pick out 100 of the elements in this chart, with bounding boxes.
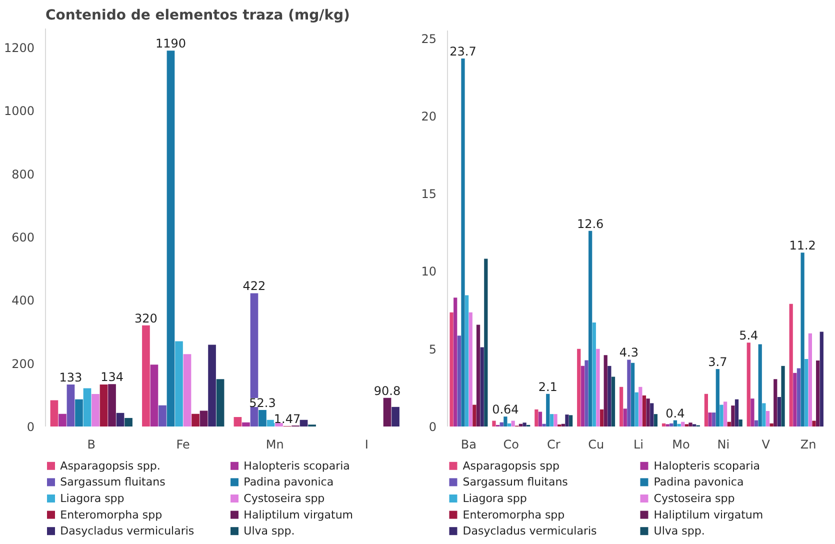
legend-label: Dasycladus vermicularis xyxy=(60,524,194,538)
legend-label: Ulva spp. xyxy=(244,524,295,538)
bar xyxy=(600,409,604,426)
legend-label: Sargassum fluitans xyxy=(462,476,568,489)
x-tick-label: Co xyxy=(503,438,520,452)
bar xyxy=(673,420,678,426)
legend-label: Sargassum fluitans xyxy=(60,476,166,489)
bar xyxy=(142,325,150,426)
bar xyxy=(774,379,778,426)
bar xyxy=(454,298,458,426)
bar xyxy=(627,360,631,426)
bar xyxy=(504,416,508,426)
bar xyxy=(450,312,454,426)
bar xyxy=(688,422,692,426)
x-tick-label: Fe xyxy=(176,438,190,452)
bar xyxy=(596,348,600,426)
bar xyxy=(758,344,762,426)
bar xyxy=(708,412,712,426)
bar xyxy=(750,398,754,426)
bar xyxy=(611,376,616,426)
bar xyxy=(588,230,592,426)
x-tick-label: Cu xyxy=(588,438,604,452)
bar xyxy=(812,420,816,426)
bar xyxy=(777,396,782,426)
bar xyxy=(550,414,554,426)
bar xyxy=(727,422,731,426)
bar xyxy=(183,354,192,426)
bar xyxy=(723,402,728,426)
bar xyxy=(175,341,183,426)
bar xyxy=(66,384,75,426)
bar xyxy=(484,258,488,426)
y-tick-label: 400 xyxy=(12,294,34,308)
bar xyxy=(800,252,804,426)
y-tick-label: 600 xyxy=(12,230,34,244)
bar xyxy=(731,406,735,426)
bar xyxy=(738,420,742,426)
bar xyxy=(623,408,627,426)
bar xyxy=(554,414,558,426)
legend-label: Halopteris scoparia xyxy=(244,459,350,472)
legend-label: Haliptilum virgatum xyxy=(654,508,764,522)
y-tick-label: 1200 xyxy=(4,40,35,55)
bar xyxy=(646,398,650,426)
bar xyxy=(766,410,770,426)
bar xyxy=(796,368,801,426)
bar xyxy=(604,355,608,426)
bar xyxy=(561,424,565,426)
bar xyxy=(124,418,132,426)
bar xyxy=(92,394,100,426)
bar xyxy=(662,423,666,426)
bar xyxy=(650,403,654,426)
y-tick-label: 5 xyxy=(428,342,437,356)
bar xyxy=(546,394,550,426)
bar xyxy=(258,410,266,426)
legend-label: Dasycladus vermicularis xyxy=(462,524,598,538)
bar xyxy=(468,312,472,426)
data-label: 11.2 xyxy=(789,238,816,253)
bar xyxy=(654,414,658,426)
bar xyxy=(746,342,750,426)
y-tick-label: 1000 xyxy=(4,104,35,118)
bar xyxy=(476,324,480,426)
bar xyxy=(642,395,646,426)
bar xyxy=(619,386,624,426)
bar xyxy=(518,424,523,426)
bar xyxy=(50,400,58,426)
bar xyxy=(565,414,569,426)
bar xyxy=(754,420,758,426)
y-tick-label: 20 xyxy=(421,109,437,124)
legend-label: Cystoseira spp xyxy=(244,492,325,505)
y-tick-label: 200 xyxy=(12,356,34,371)
legend-label: Asparagopsis spp. xyxy=(60,459,160,472)
legend-label: Liagora spp xyxy=(60,492,124,505)
bar xyxy=(716,369,720,426)
data-label: 422 xyxy=(242,279,266,294)
legend-label: Haliptilum virgatum xyxy=(244,508,354,522)
bar xyxy=(522,422,526,426)
x-tick-label: Cr xyxy=(546,438,560,452)
bar xyxy=(208,344,216,426)
y-tick-label: 10 xyxy=(421,264,437,279)
bar xyxy=(720,404,724,426)
bar xyxy=(804,358,808,426)
legend-label: Padina pavonica xyxy=(654,476,744,489)
data-label: 133 xyxy=(59,370,82,384)
bar xyxy=(242,422,250,426)
bar xyxy=(770,423,774,426)
bar xyxy=(608,366,612,426)
y-tick-label: 0 xyxy=(428,420,437,434)
bar xyxy=(457,336,461,426)
legend-label: Enteromorpha spp xyxy=(60,508,162,522)
y-tick-label: 25 xyxy=(421,32,437,46)
bar xyxy=(200,410,208,426)
bar xyxy=(58,414,66,426)
bar xyxy=(670,423,674,426)
y-tick-label: 15 xyxy=(421,187,437,202)
bar xyxy=(568,415,573,426)
bar xyxy=(108,384,116,426)
data-label: 5.4 xyxy=(739,328,758,343)
bar xyxy=(734,399,739,426)
data-label: 134 xyxy=(100,370,124,384)
bar xyxy=(300,420,308,426)
x-tick-label: Zn xyxy=(800,438,816,452)
